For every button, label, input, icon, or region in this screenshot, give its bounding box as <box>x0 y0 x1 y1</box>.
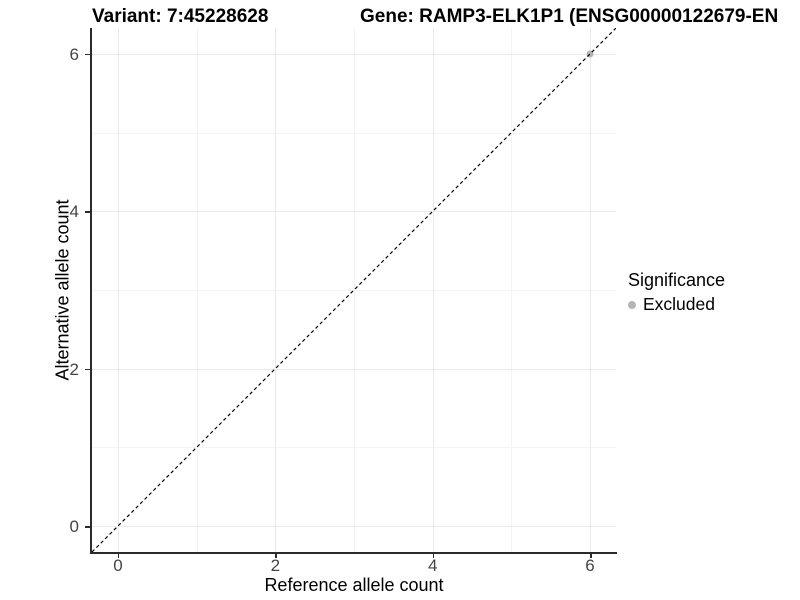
x-tick-mark <box>275 553 277 558</box>
y-tick-mark <box>85 368 90 371</box>
plot-title-variant: Variant: 7:45228628 <box>92 6 269 27</box>
identity-line <box>92 28 616 552</box>
gridline <box>92 132 616 134</box>
y-tick-mark <box>85 53 90 56</box>
gridline <box>92 53 616 55</box>
gridline <box>92 447 616 449</box>
x-tick-label: 6 <box>585 556 595 575</box>
geom-layer <box>92 28 616 552</box>
gridline <box>117 28 119 552</box>
x-axis-line <box>90 552 617 554</box>
gridline <box>92 211 616 213</box>
gridline <box>92 526 616 528</box>
y-axis-title: Alternative allele count <box>52 199 73 381</box>
x-tick-label: 2 <box>270 556 281 575</box>
gridline <box>92 290 616 291</box>
plot-panel <box>92 28 616 552</box>
x-tick-mark <box>432 553 435 558</box>
y-tick-mark <box>85 211 90 213</box>
legend-key-dot-icon <box>628 300 636 309</box>
x-tick-label: 4 <box>427 556 438 575</box>
gridline <box>590 28 592 552</box>
x-axis-title: Reference allele count <box>264 575 444 595</box>
gridline <box>92 368 616 370</box>
plot-title-gene: Gene: RAMP3-ELK1P1 (ENSG00000122679-EN <box>360 6 779 27</box>
x-tick-mark <box>117 553 120 558</box>
legend-item-label: Excluded <box>643 294 715 314</box>
legend-title: Significance <box>628 270 726 290</box>
x-tick-label: 0 <box>113 556 123 575</box>
x-tick-mark <box>590 553 592 558</box>
y-tick-label: 0 <box>69 517 79 537</box>
y-tick-label: 2 <box>69 359 79 379</box>
gridline <box>275 28 277 552</box>
y-tick-mark <box>85 526 90 528</box>
y-tick-label: 4 <box>69 202 79 222</box>
legend: Significance Excluded <box>628 270 725 315</box>
gridline <box>432 28 434 552</box>
legend-item: Excluded <box>628 294 725 315</box>
y-axis-line <box>90 28 92 553</box>
y-tick-label: 6 <box>69 44 79 64</box>
